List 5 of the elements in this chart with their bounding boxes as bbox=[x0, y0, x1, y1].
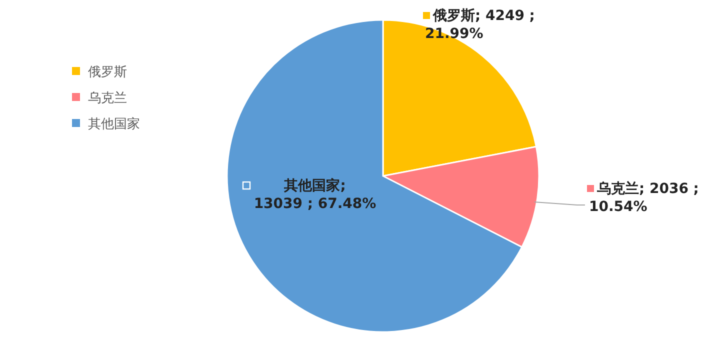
data-label: 乌克兰; 2036 ; 10.54% bbox=[589, 180, 699, 215]
legend-label: 其他国家 bbox=[88, 116, 140, 132]
legend-label: 乌克兰 bbox=[88, 91, 127, 106]
data-label: 其他国家; 13039 ; 67.48% bbox=[254, 177, 376, 212]
legend-label: 俄罗斯 bbox=[88, 65, 127, 80]
